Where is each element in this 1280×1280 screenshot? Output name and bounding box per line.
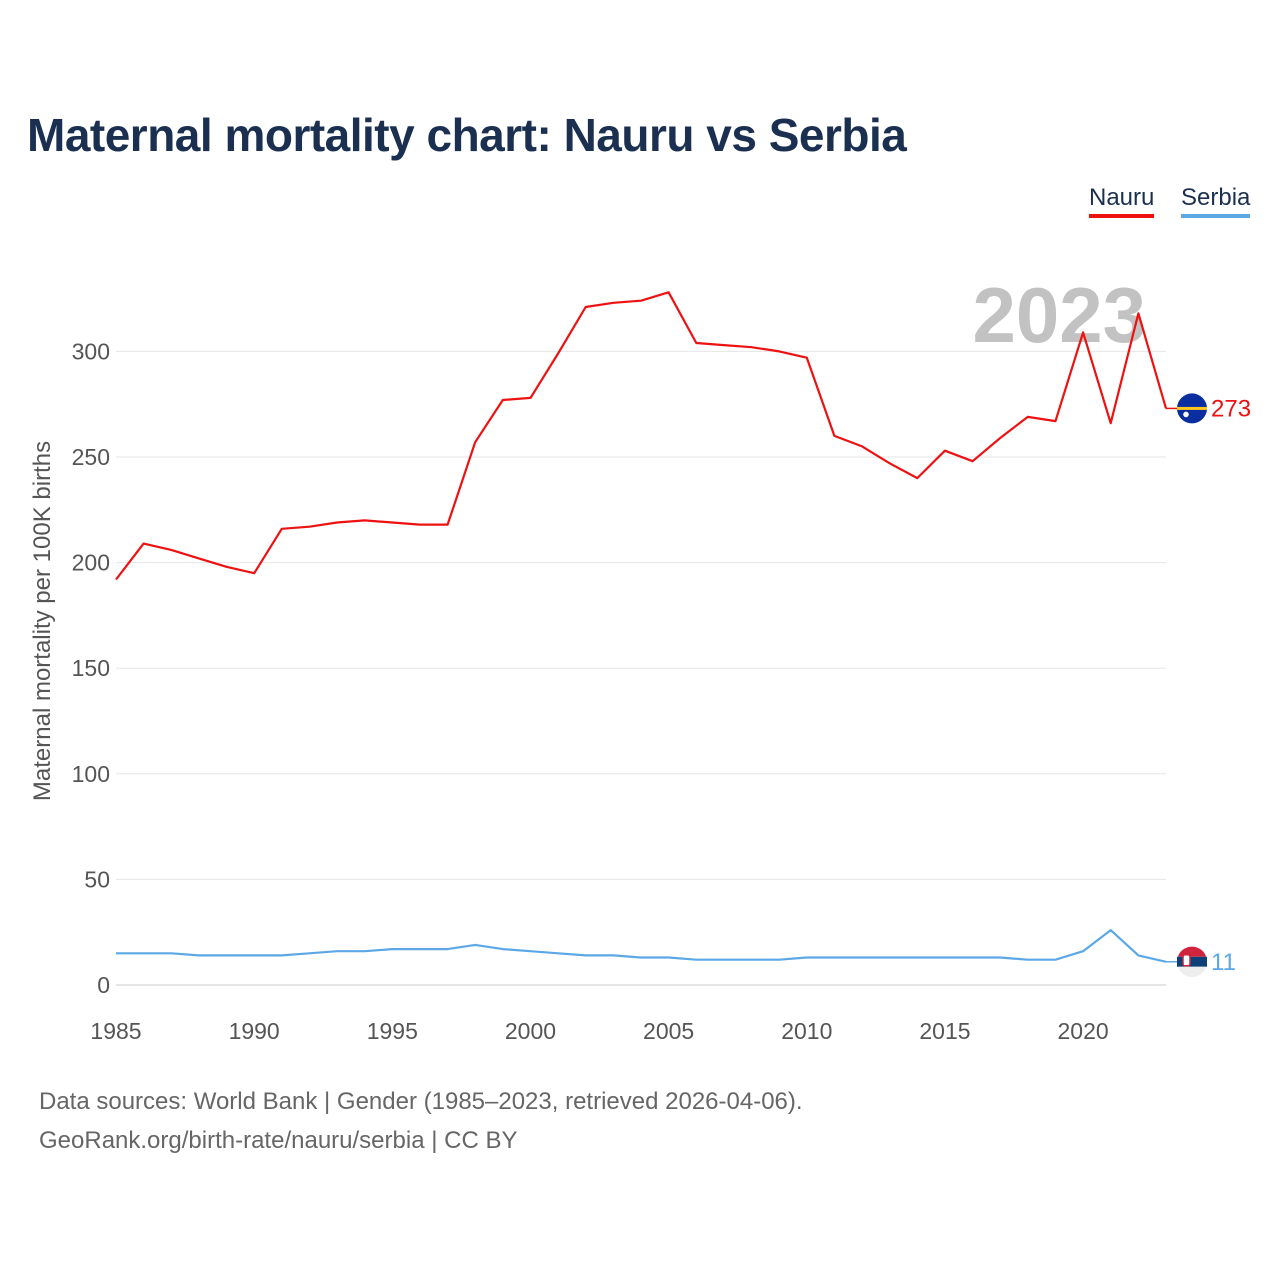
y-tick-label: 0 <box>97 972 110 998</box>
legend-swatch-serbia <box>1181 214 1251 218</box>
x-tick-label: 2005 <box>643 1018 694 1044</box>
chart-title: Maternal mortality chart: Nauru vs Serbi… <box>27 109 907 161</box>
x-tick-label: 2015 <box>919 1018 970 1044</box>
y-tick-label: 50 <box>84 866 110 892</box>
serbia-flag-icon <box>1177 946 1207 977</box>
serbia-flag-white-band <box>1177 966 1207 977</box>
nauru-flag-star <box>1183 411 1189 418</box>
series-line-nauru <box>115 291 1168 581</box>
nauru-flag-stripe <box>1177 406 1207 410</box>
axes: 0 50 100 150 200 250 300 1985 1990 1995 2000 2005 20… <box>72 338 1109 1044</box>
y-tick-label: 100 <box>72 761 110 787</box>
serbia-flag-blue-band <box>1177 956 1207 967</box>
credit-link[interactable]: GeoRank.org/birth-rate/nauru/serbia | CC… <box>39 1127 518 1154</box>
y-tick-label: 300 <box>72 338 110 364</box>
x-tick-label: 1990 <box>229 1018 280 1044</box>
legend-label-nauru: Nauru <box>1089 184 1155 211</box>
line-chart: 2023 0 50 100 150 200 250 300 1985 1990 1995 2000 2… <box>29 271 1251 1044</box>
series-line-serbia <box>116 928 1167 963</box>
x-tick-label: 2000 <box>505 1018 556 1044</box>
legend-swatch-nauru <box>1089 214 1155 218</box>
gridlines <box>116 350 1166 986</box>
data-source-note: Data sources: World Bank | Gender (1985–… <box>39 1088 803 1115</box>
serbia-flag-emblem <box>1182 954 1191 967</box>
x-tick-label: 1985 <box>90 1018 141 1044</box>
y-axis-label: Maternal mortality per 100K births <box>29 441 56 801</box>
serbia-flag-red-band <box>1177 946 1207 957</box>
y-tick-label: 250 <box>72 444 110 470</box>
series-end-markers: 273 11 <box>1166 393 1251 977</box>
end-value-label-serbia: 11 <box>1211 949 1236 976</box>
x-tick-label: 2020 <box>1058 1018 1109 1044</box>
legend-label-serbia: Serbia <box>1181 184 1251 211</box>
end-value-label-nauru: 273 <box>1211 395 1251 422</box>
y-tick-label: 150 <box>72 655 110 681</box>
x-tick-label: 2010 <box>781 1018 832 1044</box>
nauru-flag-icon <box>1177 393 1207 424</box>
year-watermark: 2023 <box>972 271 1146 359</box>
series <box>115 291 1168 963</box>
legend-item-serbia[interactable]: Serbia <box>1181 184 1251 218</box>
y-tick-label: 200 <box>72 550 110 576</box>
x-tick-label: 1995 <box>367 1018 418 1044</box>
legend-item-nauru[interactable]: Nauru <box>1089 184 1155 218</box>
